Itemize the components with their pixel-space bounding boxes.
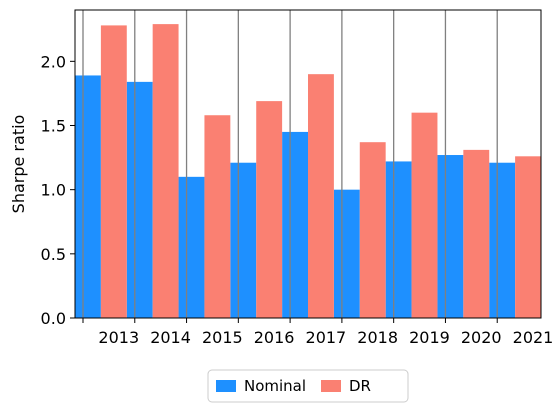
vertical-grid-lines (82, 10, 498, 318)
y-tick-label: 0.0 (41, 309, 66, 328)
bar-nominal-2018 (333, 189, 360, 318)
bar-dr-2019 (411, 112, 438, 319)
y-tick-label: 0.5 (41, 245, 66, 264)
bar-dr-2013 (100, 25, 127, 319)
legend-label-nominal: Nominal (244, 377, 306, 395)
x-axis-ticks: 2013 2014 2015 2016 2017 2018 2019 2020 2021 (82, 318, 554, 347)
y-axis-label: Sharpe ratio (9, 115, 28, 214)
bar-dr-2018 (359, 142, 386, 318)
bar-nominal-2016 (230, 162, 257, 318)
y-tick-label: 1.5 (41, 117, 66, 136)
legend-swatch-nominal (216, 380, 236, 392)
bars (75, 24, 541, 319)
x-tick-label-2019: 2019 (409, 328, 450, 347)
bar-dr-2014 (152, 24, 179, 318)
y-axis-ticks: 0.0 0.5 1.0 1.5 2.0 (41, 52, 75, 328)
bar-dr-2016 (256, 101, 283, 318)
x-tick-label-2015: 2015 (202, 328, 243, 347)
bar-nominal-2021 (489, 162, 516, 318)
bar-nominal-2020 (437, 155, 464, 318)
bar-dr-2020 (463, 149, 490, 318)
x-tick-label-2021: 2021 (513, 328, 554, 347)
bar-nominal-2019 (385, 161, 412, 318)
bar-dr-2015 (204, 115, 231, 318)
legend-swatch-dr (321, 380, 341, 392)
legend-label-dr: DR (349, 377, 371, 395)
x-tick-label-2014: 2014 (150, 328, 191, 347)
y-tick-label: 2.0 (41, 52, 66, 71)
x-tick-label-2017: 2017 (306, 328, 347, 347)
plot-frame (74, 9, 542, 319)
x-tick-label-2018: 2018 (357, 328, 398, 347)
legend: Nominal DR (207, 369, 409, 403)
legend-box (207, 369, 409, 403)
bar-nominal-2015 (178, 176, 205, 318)
y-tick-label: 1.0 (41, 181, 66, 200)
x-tick-label-2013: 2013 (98, 328, 139, 347)
bar-nominal-2014 (126, 81, 153, 318)
bar-nominal-2013 (75, 75, 101, 318)
bar-dr-2017 (308, 74, 334, 319)
x-tick-label-2020: 2020 (461, 328, 502, 347)
bar-dr-2021 (515, 156, 541, 318)
x-tick-label-2016: 2016 (254, 328, 295, 347)
bar-nominal-2017 (282, 131, 308, 318)
